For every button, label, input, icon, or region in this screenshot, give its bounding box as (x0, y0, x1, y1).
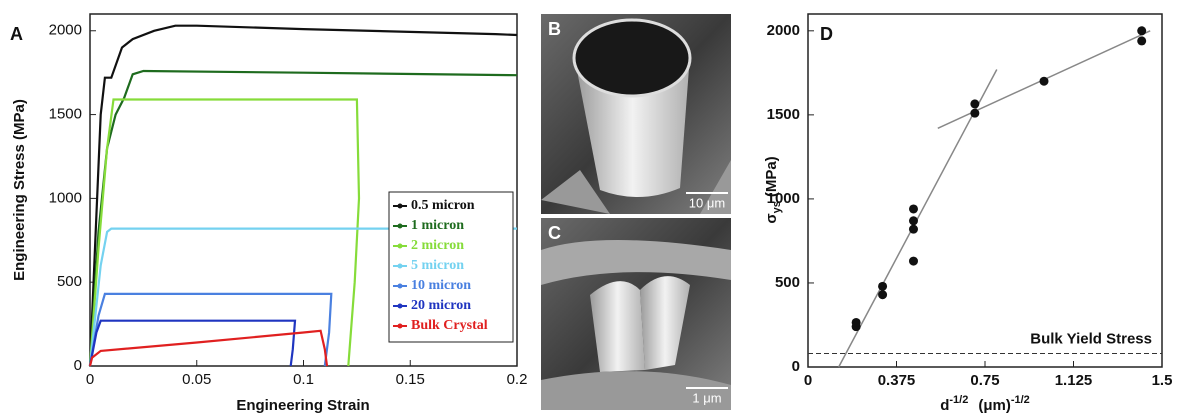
point (970, 109, 979, 118)
y-tick-label: 1000 (767, 190, 800, 207)
point (878, 290, 887, 299)
y-tick-label: 1500 (767, 106, 800, 123)
power: -1/2 (949, 394, 968, 406)
legend-marker (398, 224, 403, 229)
unit: (μm) (978, 397, 1011, 414)
point (970, 99, 979, 108)
panel-label: A (10, 24, 23, 44)
y-tick-label: 1500 (49, 106, 82, 123)
x-tick-label: 0.1 (293, 371, 314, 388)
y-tick-label: 500 (775, 274, 800, 291)
reference-label: Bulk Yield Stress (1030, 331, 1152, 348)
x-tick-label: 0 (804, 372, 812, 389)
point (909, 225, 918, 234)
legend-marker (398, 304, 403, 309)
x-tick-label: 0 (86, 371, 94, 388)
legend-marker (398, 264, 403, 269)
legend-label: Bulk Crystal (411, 318, 488, 333)
y-tick-label: 2000 (767, 22, 800, 39)
y-tick-label: 0 (74, 357, 82, 374)
panel-label: C (548, 223, 561, 243)
legend-marker (398, 244, 403, 249)
x-tick-label: 0.75 (970, 372, 999, 389)
point (909, 257, 918, 266)
legend-marker (398, 204, 403, 209)
point (909, 204, 918, 213)
x-tick-label: 0.05 (182, 371, 211, 388)
legend-marker (398, 324, 403, 329)
x-axis-label: d-1/2(μm)-1/2 (940, 394, 1030, 414)
y-tick-label: 500 (57, 273, 82, 290)
series-line (90, 100, 359, 367)
x-tick-label: 0.375 (878, 372, 916, 389)
legend-label: 2 micron (411, 238, 464, 253)
point (1137, 26, 1146, 35)
x-tick-label: 1.5 (1152, 372, 1173, 389)
point (1137, 36, 1146, 45)
x-tick-label: 1.125 (1055, 372, 1093, 389)
y-axis-label: Engineering Stress (MPa) (11, 99, 28, 281)
symbol: σ (763, 213, 780, 223)
plot-frame (808, 14, 1162, 367)
legend-label: 5 micron (411, 258, 464, 273)
legend-label: 20 micron (411, 298, 471, 313)
y-tick-label: 0 (792, 358, 800, 375)
y-tick-label: 2000 (49, 22, 82, 39)
y-tick-label: 1000 (49, 189, 82, 206)
figure: B 10 μm C 1 μm A Engineering Strain Engi… (0, 0, 1179, 416)
point (909, 216, 918, 225)
legend-marker (398, 284, 403, 289)
legend-label: 0.5 micron (411, 198, 475, 213)
symbol: d (940, 397, 949, 414)
panel-label: D (820, 24, 833, 44)
power: -1/2 (1011, 394, 1030, 406)
point (878, 282, 887, 291)
x-axis-label: Engineering Strain (236, 397, 369, 414)
x-tick-label: 0.15 (396, 371, 425, 388)
point (1040, 77, 1049, 86)
sem-image-b: B 10 μm (541, 14, 731, 214)
sem-image-c: C 1 μm (541, 218, 731, 410)
legend-label: 10 micron (411, 278, 471, 293)
x-tick-label: 0.2 (507, 371, 528, 388)
legend-label: 1 micron (411, 218, 464, 233)
scale-bar-label: 10 μm (689, 195, 725, 210)
point (852, 318, 861, 327)
scale-bar-label: 1 μm (692, 390, 721, 405)
panel-label: B (548, 19, 561, 39)
